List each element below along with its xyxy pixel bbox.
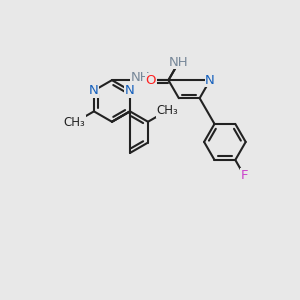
Text: CH₃: CH₃ (156, 104, 178, 117)
Text: F: F (241, 169, 248, 182)
Text: N: N (125, 84, 135, 97)
Text: CH₃: CH₃ (64, 116, 86, 129)
Text: NH: NH (130, 71, 150, 84)
Text: N: N (205, 74, 215, 87)
Text: O: O (145, 74, 156, 87)
Text: N: N (89, 84, 99, 97)
Text: NH: NH (169, 56, 189, 69)
